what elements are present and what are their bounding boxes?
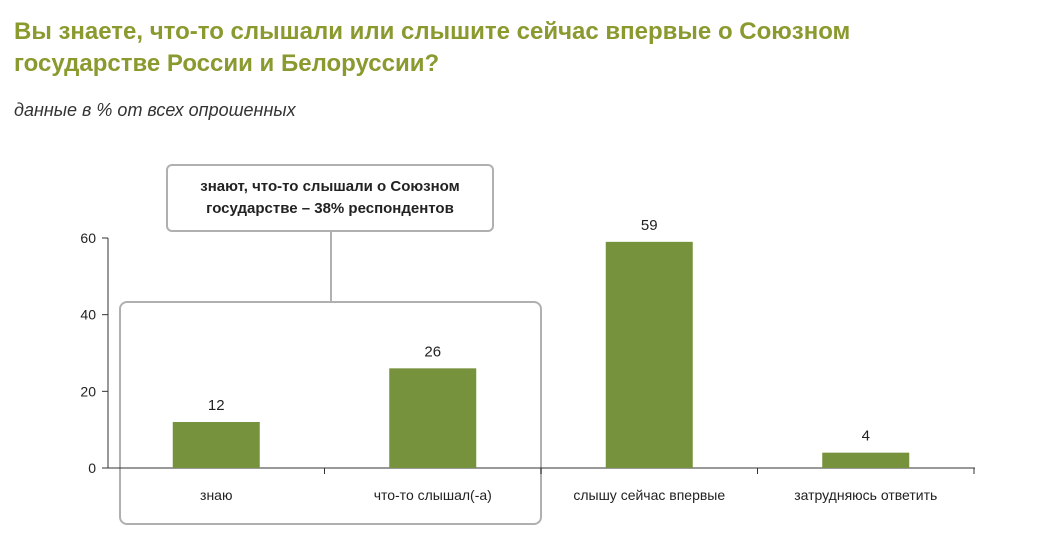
bar (822, 452, 910, 468)
callout-box: знают, что-то слышали о Союзном государс… (166, 164, 494, 232)
bar-value-label: 26 (424, 343, 441, 360)
bars-layer (172, 241, 910, 468)
y-tick-label: 20 (80, 383, 96, 399)
y-tick-label: 60 (80, 230, 96, 246)
bar (172, 422, 260, 468)
x-category-label: знаю (200, 487, 232, 503)
chart-subtitle: данные в % от всех опрошенных (14, 100, 296, 120)
bar-value-label: 59 (641, 217, 658, 234)
y-tick-label: 0 (88, 460, 96, 476)
bar-value-label: 4 (862, 428, 870, 445)
x-category-label: что-то слышал(-а) (374, 487, 492, 503)
labels-layer: 12 знаю 26 что-то слышал(-а) 59 слышу сейчас … (200, 217, 937, 503)
bar (605, 241, 693, 468)
y-tick-label: 40 (80, 307, 96, 323)
grouping-frame-layer (119, 232, 542, 525)
chart-title: Вы знаете, что-то слышали или слышите се… (14, 18, 851, 77)
x-category-label: слышу сейчас впервые (573, 487, 725, 503)
bar (389, 368, 477, 468)
x-category-label: затрудняюсь ответить (794, 487, 937, 503)
bar-value-label: 12 (208, 397, 225, 414)
